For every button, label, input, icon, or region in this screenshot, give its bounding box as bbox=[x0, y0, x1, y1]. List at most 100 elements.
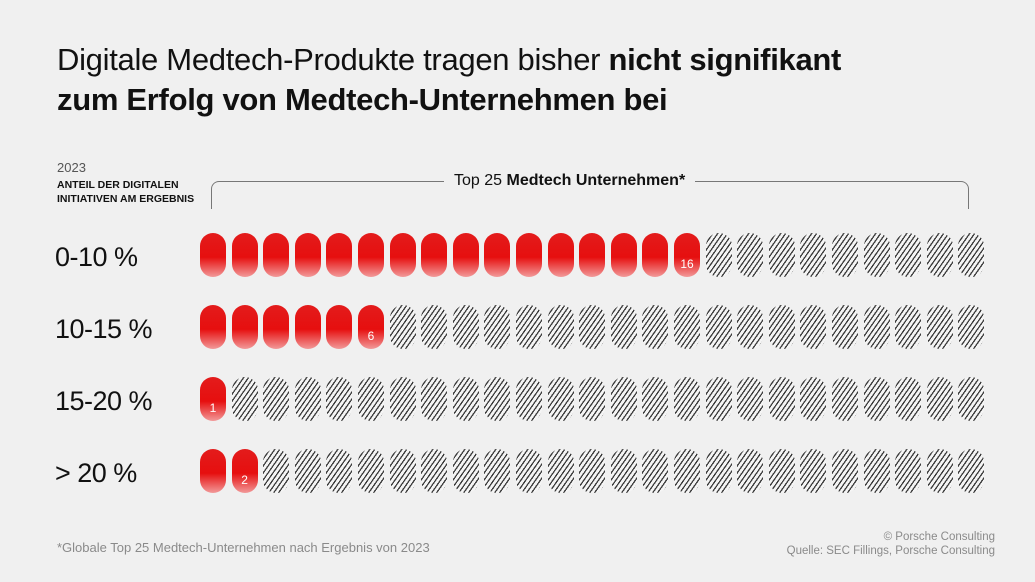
company-pill-other bbox=[832, 377, 858, 421]
company-pill-other bbox=[294, 377, 321, 421]
axis-label: ANTEIL DER DIGITALEN INITIATIVEN AM ERGE… bbox=[57, 179, 195, 205]
title-regular: Digitale Medtech-Produkte tragen bisher bbox=[57, 42, 609, 77]
company-pill-other bbox=[263, 377, 290, 421]
company-pill-other bbox=[326, 377, 353, 421]
company-pill-other bbox=[421, 305, 448, 349]
footnote: *Globale Top 25 Medtech-Unternehmen nach… bbox=[57, 540, 430, 555]
row-label: 0-10 % bbox=[55, 242, 138, 272]
company-pill-other bbox=[768, 449, 795, 493]
company-pill-highlighted bbox=[358, 233, 384, 277]
company-pill-other bbox=[800, 449, 827, 493]
company-pill-other bbox=[642, 449, 669, 493]
company-pill-highlighted bbox=[200, 233, 226, 277]
value-label: 2 bbox=[241, 473, 248, 487]
company-pill-other bbox=[737, 377, 764, 421]
company-pill-other bbox=[674, 305, 700, 349]
company-pill-highlighted bbox=[231, 233, 258, 277]
company-pill-other bbox=[547, 377, 574, 421]
row-label: 15-20 % bbox=[55, 386, 153, 416]
company-pill-other bbox=[358, 449, 384, 493]
company-pill-other bbox=[705, 233, 732, 277]
company-pill-other bbox=[863, 377, 890, 421]
company-pill-other bbox=[484, 305, 511, 349]
company-pill-highlighted bbox=[389, 233, 416, 277]
company-pill-other bbox=[863, 233, 890, 277]
company-pill-other bbox=[926, 233, 953, 277]
company-pill-other bbox=[326, 449, 353, 493]
company-pill-other bbox=[832, 305, 858, 349]
company-pill-other bbox=[926, 305, 953, 349]
chart-title: Digitale Medtech-Produkte tragen bisher … bbox=[57, 40, 1017, 120]
company-pill-other bbox=[452, 305, 479, 349]
company-pill-highlighted: 6 bbox=[358, 305, 384, 349]
company-pill-other bbox=[895, 449, 922, 493]
company-pill-other bbox=[705, 377, 732, 421]
company-pill-other bbox=[263, 449, 290, 493]
company-pill-other bbox=[958, 233, 985, 277]
company-pill-other bbox=[768, 233, 795, 277]
company-pill-other bbox=[642, 305, 669, 349]
company-pill-other bbox=[768, 377, 795, 421]
company-pill-other bbox=[705, 449, 732, 493]
company-pill-other bbox=[452, 377, 479, 421]
title-bold-a: nicht signifikant bbox=[608, 42, 842, 77]
value-label: 1 bbox=[209, 401, 217, 415]
company-pill-other bbox=[895, 305, 922, 349]
credit-source: Quelle: SEC Fillings, Porsche Consulting bbox=[786, 545, 995, 557]
company-pill-highlighted: 2 bbox=[231, 449, 258, 493]
company-pill-other bbox=[547, 305, 574, 349]
company-pill-highlighted bbox=[263, 233, 290, 277]
company-pill-highlighted bbox=[294, 233, 321, 277]
bracket-label-prefix: Top 25 bbox=[454, 172, 507, 189]
company-pill-other bbox=[958, 449, 985, 493]
company-pill-other bbox=[231, 377, 258, 421]
company-pill-other bbox=[926, 449, 953, 493]
company-pill-other bbox=[389, 449, 416, 493]
company-pill-highlighted bbox=[200, 305, 226, 349]
company-pill-other bbox=[579, 305, 606, 349]
bracket-label: Top 25 Medtech Unternehmen* bbox=[444, 172, 696, 190]
company-pill-highlighted bbox=[326, 233, 353, 277]
company-pill-other bbox=[294, 449, 321, 493]
company-pill-other bbox=[800, 377, 827, 421]
title-bold-b: zum Erfolg von Medtech-Unternehmen bei bbox=[57, 82, 668, 117]
company-pill-other bbox=[358, 377, 384, 421]
company-pill-other bbox=[642, 377, 669, 421]
company-pill-other bbox=[610, 377, 637, 421]
company-pill-other bbox=[737, 449, 764, 493]
company-pill-other bbox=[674, 449, 700, 493]
company-pill-highlighted bbox=[452, 233, 479, 277]
company-pill-other bbox=[737, 305, 764, 349]
company-pill-highlighted bbox=[516, 233, 542, 277]
company-pill-highlighted bbox=[263, 305, 290, 349]
company-pill-other bbox=[895, 233, 922, 277]
company-pill-other bbox=[421, 377, 448, 421]
company-pill-highlighted bbox=[200, 449, 226, 493]
company-pill-other bbox=[610, 449, 637, 493]
company-pill-other bbox=[705, 305, 732, 349]
company-pill-highlighted bbox=[547, 233, 574, 277]
company-pill-highlighted bbox=[642, 233, 669, 277]
company-pill-other bbox=[389, 377, 416, 421]
company-pill-other bbox=[800, 305, 827, 349]
company-pill-other bbox=[863, 449, 890, 493]
company-pill-other bbox=[579, 377, 606, 421]
company-pill-other bbox=[484, 449, 511, 493]
company-pill-other bbox=[832, 449, 858, 493]
company-pill-other bbox=[516, 449, 542, 493]
value-label: 6 bbox=[367, 329, 375, 343]
company-pill-highlighted bbox=[579, 233, 606, 277]
company-pill-highlighted bbox=[294, 305, 321, 349]
row-label: 10-15 % bbox=[55, 314, 153, 344]
company-pill-other bbox=[832, 233, 858, 277]
company-pill-other bbox=[958, 305, 985, 349]
company-pill-highlighted: 1 bbox=[200, 377, 226, 421]
company-pill-other bbox=[516, 377, 542, 421]
company-pill-other bbox=[737, 233, 764, 277]
company-pill-other bbox=[389, 305, 416, 349]
company-pill-other bbox=[547, 449, 574, 493]
row-label: > 20 % bbox=[55, 458, 137, 488]
credit: © Porsche Consulting Quelle: SEC Filling… bbox=[787, 530, 995, 558]
company-pill-other bbox=[516, 305, 542, 349]
company-pill-other bbox=[800, 233, 827, 277]
